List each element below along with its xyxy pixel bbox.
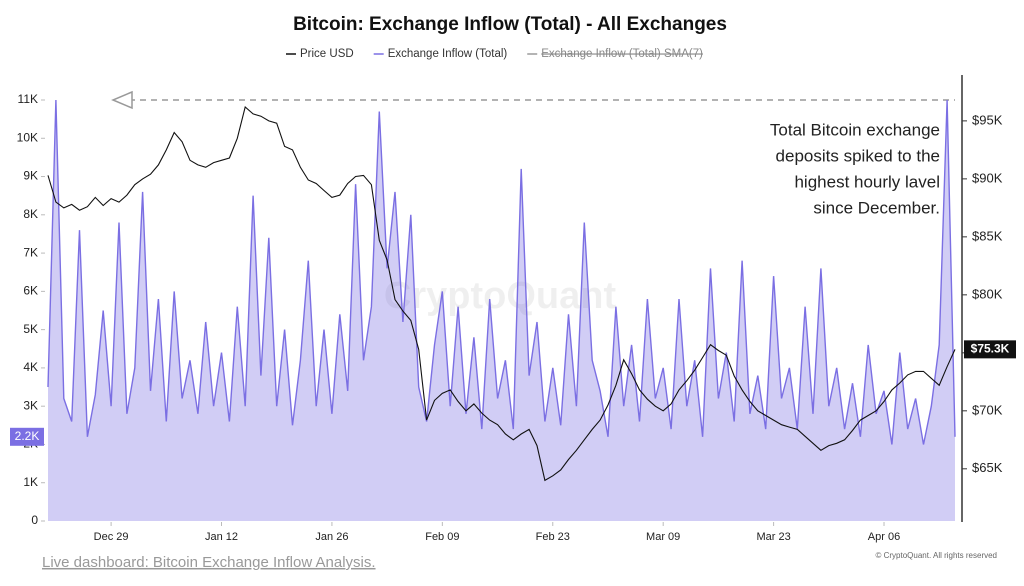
y-tick-label: 3K: [23, 398, 38, 412]
y-tick-label: 0: [31, 513, 38, 527]
copyright: © CryptoQuant. All rights reserved: [876, 551, 998, 560]
y-tick-label: 1K: [23, 475, 38, 489]
x-tick-label: Jan 26: [315, 531, 348, 543]
y2-tick-label: $85K: [972, 228, 1003, 243]
x-tick-label: Dec 29: [94, 531, 129, 543]
chart-title: Bitcoin: Exchange Inflow (Total) - All E…: [293, 14, 727, 35]
arrow-head: [111, 90, 133, 110]
current-inflow-box: [10, 427, 44, 446]
y2-tick-label: $95K: [972, 112, 1003, 127]
legend-label: Exchange Inflow (Total): [388, 48, 508, 60]
annotation-line: Total Bitcoin exchange: [770, 120, 940, 139]
x-tick-label: Jan 12: [205, 531, 238, 543]
legend-item: Exchange Inflow (Total) SMA(7): [527, 48, 703, 60]
x-tick-label: Apr 06: [868, 531, 900, 543]
price-line: [47, 105, 956, 482]
current-price-box: [964, 340, 1016, 359]
y-tick-label: 7K: [23, 245, 38, 259]
y2-tick-label: $80K: [972, 286, 1003, 301]
y2-tick-label: $70K: [972, 402, 1003, 417]
y-tick-label: 11K: [18, 92, 38, 106]
legend-item: Price USD: [286, 48, 354, 60]
y-tick-label: 6K: [23, 284, 38, 298]
x-tick-label: Mar 09: [646, 531, 680, 543]
x-tick-label: Feb 09: [425, 531, 459, 543]
watermark: CryptoQuant: [384, 275, 617, 317]
current-price-label: $75.3K: [971, 342, 1010, 356]
annotation-line: since December.: [813, 198, 940, 217]
current-inflow-label: 2.2K: [15, 429, 40, 443]
inflow-area: [48, 100, 955, 521]
y-tick-label: 8K: [23, 207, 38, 221]
annotation-line: deposits spiked to the: [776, 146, 940, 165]
y2-tick-label: $90K: [972, 170, 1003, 185]
inflow-line: [47, 99, 956, 445]
annotation-line: highest hourly lavel: [794, 172, 940, 191]
y-tick-label: 9K: [23, 169, 38, 183]
y2-tick-label: $65K: [972, 460, 1003, 475]
dashboard-link[interactable]: Live dashboard: Bitcoin Exchange Inflow …: [42, 554, 376, 571]
y-tick-label: 5K: [23, 322, 38, 336]
y-tick-label: 10K: [17, 130, 38, 144]
x-tick-label: Mar 23: [756, 531, 790, 543]
legend-label: Price USD: [300, 48, 354, 60]
legend-item: Exchange Inflow (Total): [373, 48, 508, 60]
legend-label: Exchange Inflow (Total) SMA(7): [541, 48, 703, 60]
x-tick-label: Feb 23: [536, 531, 570, 543]
y-tick-label: 4K: [23, 360, 38, 374]
